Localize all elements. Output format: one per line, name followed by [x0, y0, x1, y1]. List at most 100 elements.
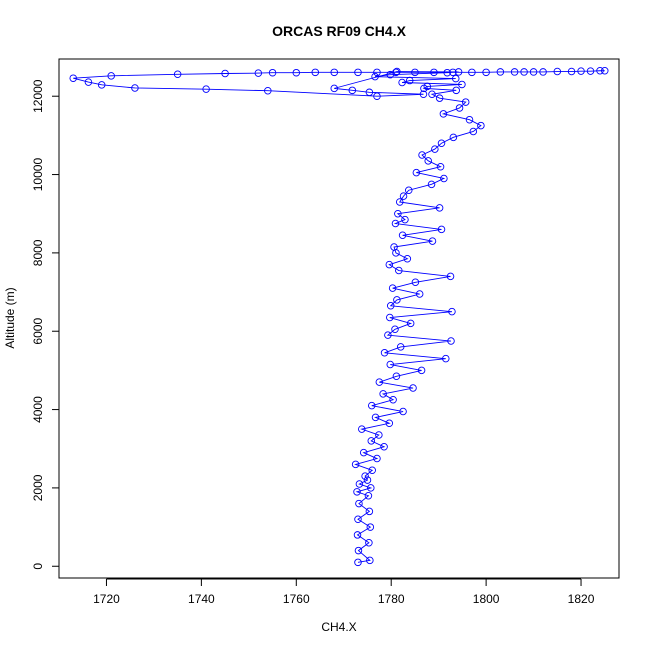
x-axis-label: CH4.X — [321, 620, 356, 634]
data-point — [392, 372, 401, 381]
data-point — [380, 443, 388, 451]
data-point — [428, 90, 436, 99]
data-point — [361, 472, 369, 480]
data-point — [385, 419, 394, 428]
data-point — [84, 78, 93, 86]
data-point — [529, 68, 538, 76]
data-point — [440, 174, 448, 183]
data-point — [415, 290, 424, 298]
data-point — [477, 121, 485, 130]
data-point — [348, 86, 357, 95]
data-point — [567, 67, 576, 76]
data-point — [375, 378, 384, 386]
data-point — [354, 546, 363, 555]
data-point — [131, 84, 139, 92]
data-point — [379, 390, 387, 398]
data-point — [577, 67, 585, 75]
data-point — [409, 384, 417, 392]
data-point — [442, 354, 450, 363]
data-point — [386, 313, 394, 322]
data-point — [446, 272, 455, 281]
y-tick-label: 0 — [31, 563, 45, 570]
data-point — [391, 219, 400, 228]
data-point — [437, 225, 446, 234]
data-point — [449, 68, 457, 77]
x-tick-label: 1780 — [378, 592, 405, 606]
data-point — [428, 237, 437, 245]
data-point — [417, 366, 426, 375]
y-tick-label: 12000 — [31, 79, 45, 113]
data-point — [330, 68, 339, 77]
data-point — [406, 319, 415, 328]
y-tick-label: 4000 — [31, 396, 45, 423]
data-point — [354, 515, 362, 523]
data-point — [468, 68, 476, 77]
data-point — [455, 104, 464, 112]
chart-title: ORCAS RF09 CH4.X — [272, 23, 406, 39]
data-point — [366, 523, 375, 531]
data-point — [424, 157, 432, 165]
data-point — [405, 76, 414, 85]
data-point — [365, 538, 373, 547]
data-point — [496, 68, 505, 76]
data-point — [435, 94, 444, 102]
data-point — [353, 488, 361, 496]
data-point — [97, 81, 106, 89]
data-point — [173, 70, 182, 79]
data-point — [451, 74, 460, 83]
data-point — [454, 68, 463, 76]
data-point — [351, 460, 360, 469]
data-point — [373, 454, 381, 463]
data-point — [365, 507, 374, 516]
data-point — [449, 133, 458, 142]
data-point — [448, 307, 456, 316]
data-point — [221, 69, 229, 78]
y-tick-label: 8000 — [31, 239, 45, 266]
data-point — [458, 80, 466, 89]
data-point — [419, 90, 428, 99]
data-series — [69, 67, 609, 567]
data-point — [264, 86, 272, 95]
y-axis-label: Altitude (m) — [3, 287, 17, 348]
data-point — [389, 396, 397, 404]
data-point — [365, 88, 374, 97]
data-point — [380, 349, 389, 357]
data-point — [330, 84, 339, 93]
data-point — [391, 325, 399, 334]
x-tick-label: 1820 — [568, 592, 595, 606]
data-point — [482, 68, 490, 77]
data-point — [366, 556, 374, 565]
y-tick-label: 10000 — [31, 158, 45, 192]
data-point — [355, 480, 364, 488]
data-point — [254, 69, 263, 77]
y-axis: 0 2000 4000 6000 8000 10000 12000 — [31, 79, 60, 570]
plot-area-frame — [58, 58, 620, 579]
data-point — [353, 531, 362, 539]
data-point — [596, 67, 604, 75]
series-line — [73, 70, 605, 563]
data-point — [520, 68, 528, 76]
data-point — [601, 67, 609, 75]
data-point — [398, 231, 407, 240]
data-point — [412, 168, 421, 177]
data-point — [202, 85, 210, 93]
data-point — [364, 491, 373, 500]
data-point — [452, 86, 460, 95]
data-point — [393, 67, 401, 76]
data-point — [386, 302, 395, 310]
x-tick-label: 1740 — [188, 592, 215, 606]
data-point — [399, 192, 408, 200]
data-point — [367, 437, 376, 445]
data-point — [435, 204, 444, 212]
y-tick-label: 2000 — [31, 474, 45, 501]
data-point — [354, 68, 362, 77]
data-point — [436, 162, 445, 171]
data-point — [292, 68, 301, 77]
data-point — [398, 78, 406, 87]
data-point — [405, 186, 413, 194]
data-point — [423, 82, 432, 91]
data-point — [373, 68, 381, 77]
data-point — [586, 67, 595, 75]
data-point — [107, 72, 115, 80]
